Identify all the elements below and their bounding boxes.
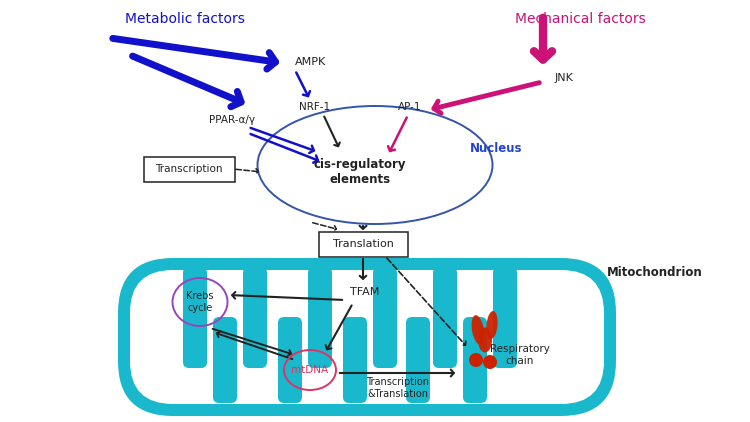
FancyBboxPatch shape [308,267,332,368]
Ellipse shape [478,327,492,352]
Text: cis-regulatory
elements: cis-regulatory elements [314,158,407,186]
FancyBboxPatch shape [143,157,235,181]
Text: mtDNA: mtDNA [292,365,328,375]
FancyBboxPatch shape [118,258,616,416]
FancyBboxPatch shape [130,270,604,404]
FancyBboxPatch shape [373,267,397,368]
FancyBboxPatch shape [463,317,487,403]
Text: Nucleus: Nucleus [470,141,523,154]
FancyBboxPatch shape [243,267,267,368]
Text: Translation: Translation [332,239,394,249]
Ellipse shape [487,311,497,339]
Text: PPAR-α/γ: PPAR-α/γ [209,115,255,125]
Text: Krebs
cycle: Krebs cycle [186,291,214,313]
Text: TFAM: TFAM [350,287,380,297]
FancyBboxPatch shape [406,317,430,403]
Text: AP-1: AP-1 [398,102,422,112]
Text: NRF-1: NRF-1 [299,102,331,112]
FancyBboxPatch shape [278,317,302,403]
FancyBboxPatch shape [343,317,367,403]
FancyBboxPatch shape [433,267,457,368]
FancyBboxPatch shape [183,267,207,368]
Text: AMPK: AMPK [295,57,326,67]
Text: Mechanical factors: Mechanical factors [514,12,645,26]
Text: Respiratory
chain: Respiratory chain [490,344,550,366]
Text: Metabolic factors: Metabolic factors [125,12,245,26]
Ellipse shape [469,353,483,367]
FancyBboxPatch shape [213,317,237,403]
Text: Mitochondrion: Mitochondrion [608,265,703,279]
FancyBboxPatch shape [319,232,407,257]
Ellipse shape [483,355,497,369]
FancyBboxPatch shape [493,267,517,368]
Text: Transcription
&Translation: Transcription &Translation [367,377,430,399]
Text: Transcription: Transcription [155,164,223,174]
Text: JNK: JNK [555,73,574,83]
Ellipse shape [472,315,484,345]
